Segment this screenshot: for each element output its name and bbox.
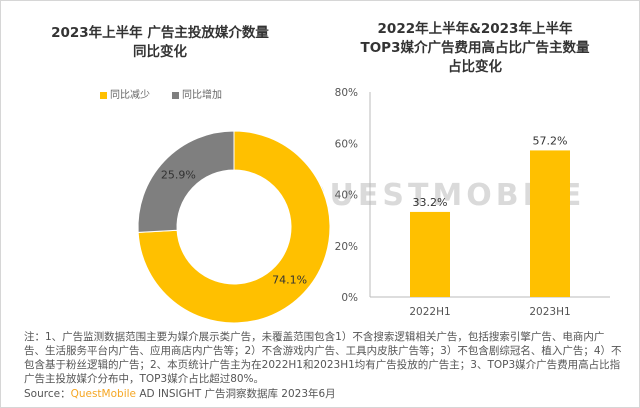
bar-title-line: 2022年上半年&2023年上半年 (377, 21, 573, 37)
x-tick-label: 2022H1 (409, 306, 450, 318)
legend: 同比减少 同比增加 (100, 86, 222, 101)
bar-title: 2022年上半年&2023年上半年 TOP3媒介广告费用高占比广告主数量 占比变… (330, 20, 620, 77)
donut-title-line: 同比变化 (133, 44, 187, 60)
bar (530, 150, 570, 297)
y-tick-label: 60% (335, 138, 358, 150)
footnote: 注：1、广告监测数据范围主要为媒介展示类广告，未覆盖范围包含1）不含搜索逻辑相关… (24, 331, 622, 385)
slice-label: 74.1% (272, 274, 307, 287)
bar (410, 211, 450, 297)
y-tick-label: 80% (335, 87, 358, 99)
donut-title-line: 2023年上半年 广告主投放媒介数量 (51, 25, 269, 41)
legend-label: 同比减少 (110, 90, 150, 101)
bar-title-line: TOP3媒介广告费用高占比广告主数量 (360, 40, 590, 56)
legend-swatch (172, 91, 179, 99)
source-text: AD INSIGHT 广告洞察数据库 2023年6月 (136, 388, 336, 400)
legend-swatch (100, 91, 107, 99)
slice-label: 25.9% (161, 168, 196, 181)
source-label: Source： (24, 388, 71, 400)
bar-data-label: 57.2% (533, 134, 568, 147)
y-tick-label: 0% (341, 292, 358, 304)
y-tick-label: 40% (335, 190, 358, 202)
donut-title: 2023年上半年 广告主投放媒介数量 同比变化 (20, 24, 300, 62)
legend-item: 同比增加 (172, 86, 222, 101)
donut-slice (137, 130, 331, 324)
y-tick-label: 20% (335, 241, 358, 253)
donut-slice (137, 130, 235, 233)
bar-title-line: 占比变化 (448, 59, 502, 75)
legend-label: 同比增加 (182, 90, 222, 101)
source: Source：QuestMobile AD INSIGHT 广告洞察数据库 20… (24, 386, 336, 401)
legend-item: 同比减少 (100, 86, 150, 101)
source-brand: QuestMobile (70, 388, 136, 400)
x-tick-label: 2023H1 (529, 306, 570, 318)
bar-data-label: 33.2% (413, 196, 448, 209)
